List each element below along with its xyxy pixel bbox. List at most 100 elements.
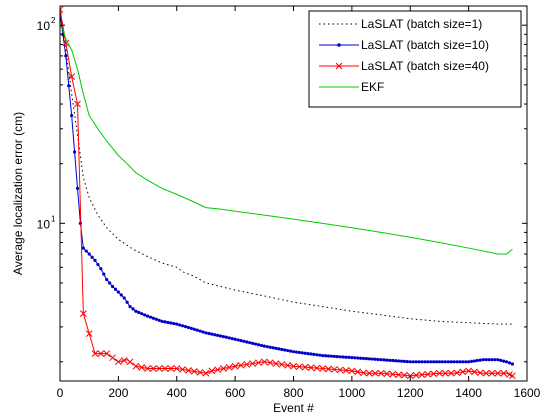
series-point [441,369,449,377]
x-tick-label: 1600 [514,386,541,400]
series-point [478,358,482,362]
series-point [467,360,471,364]
series-point [115,358,122,366]
series-point [144,365,151,372]
series-point [331,366,338,373]
series-point [348,367,356,375]
series-point [255,359,262,367]
series-line-1 [60,9,513,325]
series-point [284,361,292,369]
series-point [148,315,153,319]
series-point [430,370,437,378]
series-point [108,281,112,285]
series-point [504,360,509,364]
series-point [360,369,367,377]
series-point [268,345,272,349]
series-point [239,339,243,343]
series-point [91,350,99,357]
series-point [105,277,109,282]
series-point [185,367,192,374]
series-point [214,366,221,374]
legend-box [308,10,522,108]
series-point [178,323,182,327]
series-point [175,322,179,326]
series-point [423,360,427,364]
series-point [408,360,412,364]
series-point [119,293,123,297]
series-point [309,352,313,356]
legend-marker [335,62,343,70]
series-point [509,372,516,380]
series-point [145,314,150,318]
series-point [278,361,286,368]
series-point [220,365,227,372]
series-point [382,358,386,362]
y-tick-label: 10 [37,19,51,33]
series-point [208,367,216,375]
series-point [295,363,303,371]
series-point [230,336,234,341]
series-point [405,359,409,364]
series-point [74,100,81,108]
series-point [272,360,280,367]
series-point [471,368,478,376]
series-point [109,354,116,362]
series-point [353,356,357,360]
series-point [499,358,503,362]
series-point [167,365,175,372]
series-point [70,113,74,118]
series-point [364,357,369,361]
series-point [315,353,319,357]
legend-label: LaSLAT (batch size=40) [361,59,489,73]
series-point [488,369,496,377]
series-point [253,342,258,346]
series-point [277,347,281,351]
series-point [432,360,436,364]
series-point [163,320,167,324]
series-point [424,370,432,378]
legend: LaSLAT (batch size=1) LaSLAT (batch size=… [308,10,522,108]
series-point [458,360,462,364]
series-point [103,350,111,357]
series-point [72,150,77,154]
series-point [155,365,163,372]
series-point [297,350,301,355]
series-point [487,358,491,362]
series-point [475,358,479,363]
series-point [420,360,424,364]
series-point [449,360,453,364]
series-point [324,354,328,358]
x-tick-label: 1200 [397,386,424,400]
x-tick-label: 200 [108,386,128,400]
series-point [417,360,421,364]
series-point [85,330,93,337]
series-point [210,332,214,336]
series-point [373,357,377,361]
series-point [402,359,407,363]
series-point [350,356,354,360]
series-point [120,357,128,364]
series-point [401,371,408,379]
series-point [440,360,444,364]
y-tick-label-exponent: 1 [51,214,56,223]
series-point [231,362,239,370]
series-point [113,287,118,291]
legend-label: LaSLAT (batch size=1) [361,17,482,31]
series-point [183,325,188,329]
series-point [306,352,310,356]
series-point [280,347,284,352]
series-point [102,272,106,276]
series-point [383,370,391,378]
series-point [426,360,430,364]
series-point [379,358,383,362]
series-point [453,369,461,377]
series-point [202,369,210,377]
series-point [326,354,331,358]
series-point [507,361,512,365]
series-point [446,360,450,364]
series-point [394,359,398,363]
series-point [180,324,185,328]
series-line-4 [60,24,513,255]
